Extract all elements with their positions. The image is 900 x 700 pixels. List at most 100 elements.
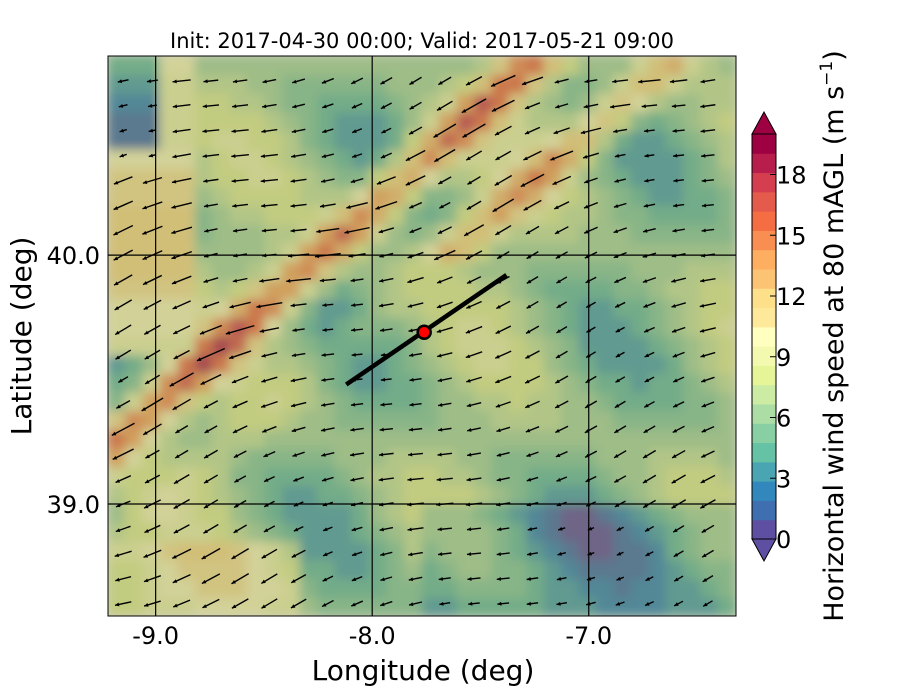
heat-cell xyxy=(247,298,266,318)
heat-cell xyxy=(351,148,371,169)
heat-cell xyxy=(229,466,249,486)
wind-vector-head xyxy=(344,230,349,234)
heat-cell xyxy=(526,372,545,393)
heat-cell xyxy=(665,298,685,318)
wind-vector-head xyxy=(172,79,177,84)
heat-cell xyxy=(508,466,528,486)
wind-vector-head xyxy=(550,156,555,161)
heat-cell xyxy=(124,447,144,468)
heat-cell xyxy=(718,410,736,430)
heat-cell xyxy=(334,167,353,188)
wind-vector-head xyxy=(408,452,413,457)
heat-cell xyxy=(229,148,249,169)
heat-cell xyxy=(508,522,528,542)
heat-cell xyxy=(561,522,580,542)
heat-cell xyxy=(595,540,615,561)
colorbar xyxy=(751,110,777,563)
heat-cell xyxy=(108,503,126,524)
wind-vector-head xyxy=(434,157,439,162)
heat-cell xyxy=(526,578,545,598)
wind-vector-head xyxy=(263,528,269,532)
heat-cell xyxy=(595,316,615,337)
colorbar-segment xyxy=(752,307,776,328)
colorbar-extend-min xyxy=(751,538,777,563)
heat-cell xyxy=(316,354,336,374)
wind-vector-head xyxy=(437,452,442,457)
heat-cell xyxy=(526,503,545,524)
heat-cell xyxy=(212,204,231,225)
wind-vector-head xyxy=(293,477,298,482)
wind-vector-head xyxy=(615,328,621,333)
heat-cell xyxy=(438,56,458,76)
heat-cell xyxy=(526,92,545,113)
wind-vector-head xyxy=(614,279,619,283)
wind-vector-head xyxy=(638,79,643,84)
heat-cell xyxy=(508,578,528,598)
wind-vector-head xyxy=(407,303,413,308)
heat-cell xyxy=(281,204,301,225)
heat-cell xyxy=(718,186,736,206)
heat-cell xyxy=(177,298,196,318)
heat-cell xyxy=(421,410,440,430)
heat-cell xyxy=(473,92,493,113)
wind-vector-head xyxy=(321,377,326,382)
wind-vector-head xyxy=(614,403,620,408)
heat-cell xyxy=(108,596,126,616)
heat-cell xyxy=(229,354,249,374)
heat-cell xyxy=(334,56,353,76)
wind-vector-head xyxy=(407,527,412,532)
wind-vector-head xyxy=(556,329,561,333)
wind-vector-head xyxy=(351,352,356,357)
heat-cell xyxy=(177,74,196,94)
heat-cell xyxy=(438,204,458,225)
wind-vector-head xyxy=(290,604,296,609)
heat-cell xyxy=(595,148,615,169)
heat-cell xyxy=(456,260,475,281)
heat-cell xyxy=(543,410,563,430)
wind-vector-head xyxy=(114,281,119,286)
wind-vector-head xyxy=(196,357,202,361)
heat-cell xyxy=(491,92,510,113)
heat-cell xyxy=(316,111,336,132)
heat-cell xyxy=(648,354,667,374)
wind-vector-head xyxy=(262,428,267,433)
heat-cell xyxy=(316,410,336,430)
wind-vector-head xyxy=(173,330,178,334)
heat-cell xyxy=(404,204,423,225)
heat-cell xyxy=(264,372,283,393)
wind-vector-head xyxy=(408,577,414,582)
wind-vector-head xyxy=(702,577,708,582)
wind-vector-head xyxy=(346,205,351,209)
heat-cell xyxy=(334,559,353,580)
heat-cell xyxy=(421,260,440,281)
colorbar-tick-label: 9 xyxy=(776,344,791,372)
heat-cell xyxy=(124,111,144,132)
heat-cell xyxy=(159,223,179,244)
heat-cell xyxy=(369,111,388,132)
heat-cell xyxy=(421,167,440,188)
heat-cell xyxy=(124,428,144,449)
heat-cell xyxy=(212,130,231,150)
heat-cell xyxy=(124,260,144,281)
heat-cell xyxy=(386,111,406,132)
wind-vector-head xyxy=(556,279,561,284)
heat-cell xyxy=(247,372,266,393)
wind-vector-head xyxy=(495,403,501,408)
heat-cell xyxy=(648,484,667,505)
heat-cell xyxy=(630,484,650,505)
wind-vector-head xyxy=(204,479,209,484)
heat-cell xyxy=(108,56,126,76)
wind-vector-head xyxy=(291,428,297,433)
heat-cell xyxy=(299,223,318,244)
wind-vector-head xyxy=(291,129,297,134)
heat-cell xyxy=(438,130,458,150)
heat-cell xyxy=(159,596,179,616)
heat-cell xyxy=(299,354,318,374)
heat-cell xyxy=(700,223,720,244)
wind-vector xyxy=(286,278,311,282)
heat-cell xyxy=(159,148,179,169)
heat-cell xyxy=(508,391,528,412)
heat-cell xyxy=(683,540,702,561)
heat-cell xyxy=(630,522,650,542)
colorbar-frame xyxy=(751,133,777,540)
